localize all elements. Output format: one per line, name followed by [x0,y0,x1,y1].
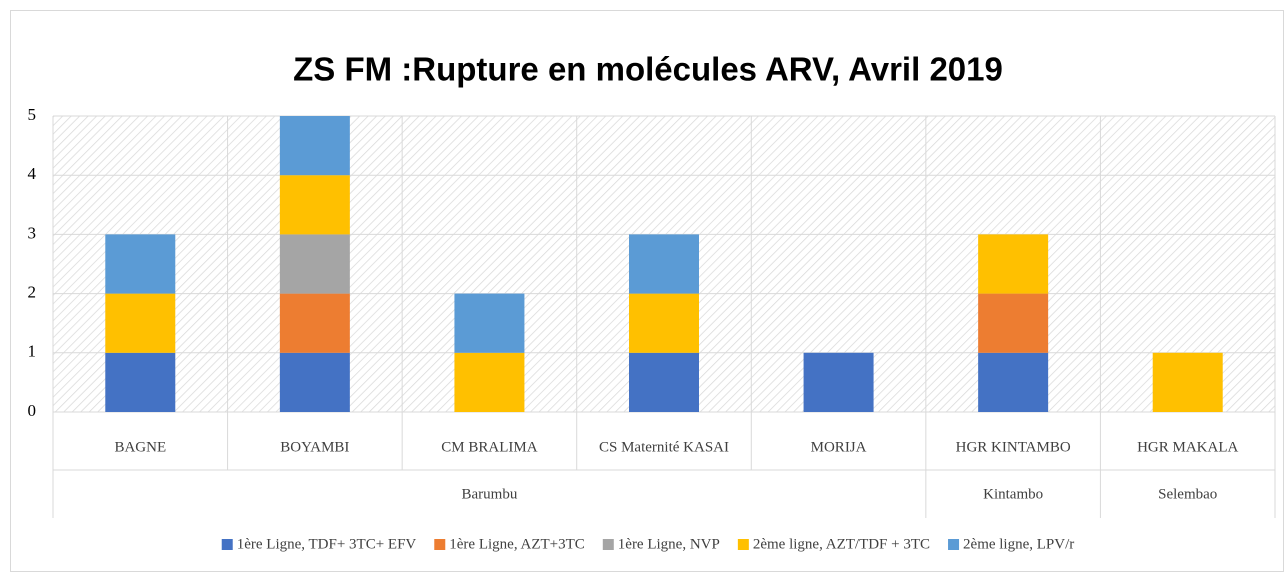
bar-segment [279,116,350,176]
group-label: Kintambo [983,486,1043,502]
bar-segment [978,352,1049,412]
bar-segment [454,293,525,353]
bar-segment [105,352,176,412]
bar-segment [1152,352,1223,412]
x-tick-label: CS Maternité KASAI [599,439,729,455]
bar-segment [279,352,350,412]
legend-label: 1ère Ligne, AZT+3TC [449,536,585,552]
bar-segment [978,234,1049,294]
bar-segment [279,293,350,353]
x-tick-label: BAGNE [114,439,166,455]
y-tick-label: 5 [28,105,37,124]
y-tick-label: 0 [28,401,37,420]
bar-segment [454,352,525,412]
group-label: Barumbu [462,486,518,502]
legend-swatch [434,539,446,550]
x-tick-label: HGR KINTAMBO [956,439,1071,455]
x-tick-label: HGR MAKALA [1137,439,1238,455]
legend-swatch [602,539,614,550]
legend-swatch [221,539,233,550]
x-tick-label: BOYAMBI [280,439,349,455]
bar-segment [629,234,699,294]
bar-segment [629,352,699,412]
chart-title: ZS FM :Rupture en molécules ARV, Avril 2… [293,51,1003,88]
legend-label: 2ème ligne, LPV/r [963,536,1074,552]
x-tick-label: CM BRALIMA [441,439,537,455]
legend-label: 1ère Ligne, NVP [618,536,720,552]
legend-swatch [737,539,749,550]
legend-swatch [948,539,960,550]
bar-segment [629,293,699,353]
bar-segment [105,234,176,294]
x-tick-label: MORIJA [811,439,867,455]
legend-label: 2ème ligne, AZT/TDF + 3TC [753,536,930,552]
group-label: Selembao [1158,486,1217,502]
bar-segment [279,234,350,294]
y-tick-label: 1 [28,342,37,361]
bar-segment [105,293,176,353]
y-tick-label: 4 [28,164,37,183]
bar-segment [978,293,1049,353]
bar-segment [279,175,350,235]
bar-segment [803,352,874,412]
legend-label: 1ère Ligne, TDF+ 3TC+ EFV [237,536,417,552]
y-tick-label: 2 [28,283,37,302]
y-tick-label: 3 [28,223,37,242]
